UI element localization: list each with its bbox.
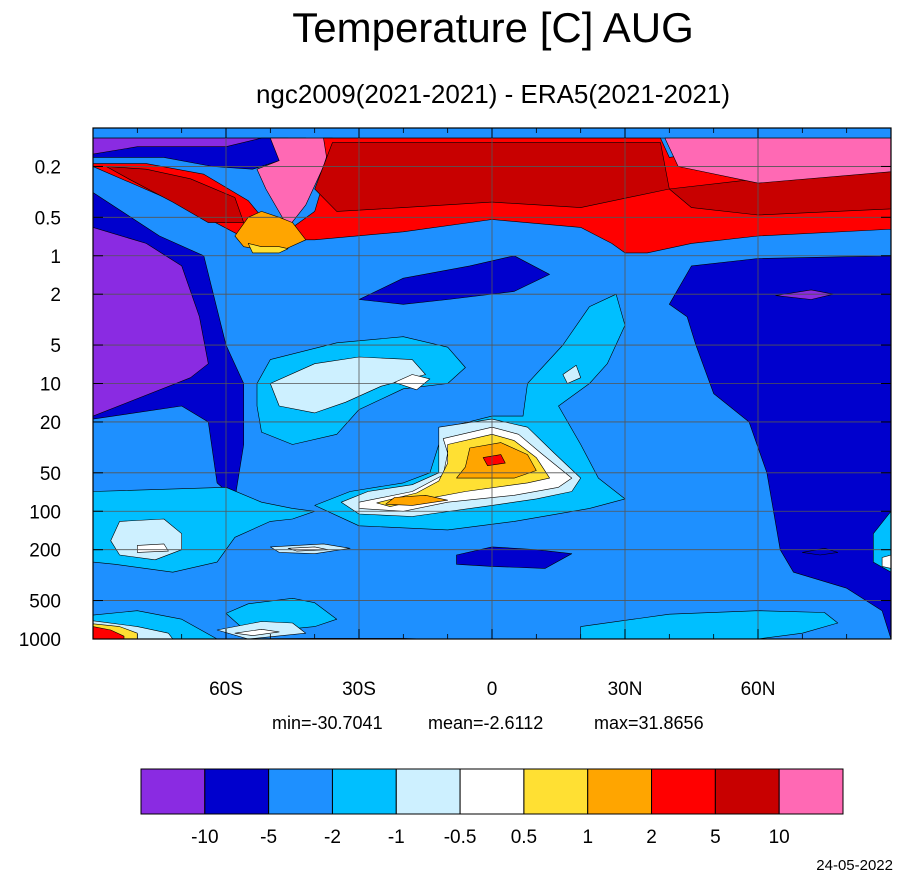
y-tick-label: 10 (40, 375, 61, 396)
x-tick-label: 60S (209, 679, 243, 700)
contour-region (664, 137, 891, 184)
colorbar-label: 2 (646, 827, 657, 848)
y-tick-label: 200 (29, 541, 61, 562)
contour-region (482, 454, 506, 467)
colorbar-box (523, 768, 589, 815)
y-tick-label: 20 (40, 413, 61, 434)
colorbar-label: -5 (260, 827, 277, 848)
colorbar-box (778, 768, 844, 815)
x-tick-label: 30S (342, 679, 376, 700)
contour-region (110, 518, 182, 561)
colorbar-box (651, 768, 716, 815)
colorbar-label: -2 (324, 827, 341, 848)
colorbar-box (587, 768, 653, 815)
y-tick-label: 100 (29, 502, 61, 523)
contour-region (456, 546, 573, 569)
colorbar-label: 0.5 (511, 827, 537, 848)
contour-region (106, 166, 244, 223)
y-tick-label: 5 (50, 336, 61, 357)
contour-region (562, 364, 582, 384)
stats-line: min=-30.7041 mean=-2.6112 max=31.8656 (272, 713, 704, 733)
colorbar-box (140, 768, 206, 815)
colorbar-label: -1 (388, 827, 405, 848)
y-tick-label: 50 (40, 464, 61, 485)
colorbar-label: -10 (191, 827, 218, 848)
stat-max: max=31.8656 (594, 713, 704, 733)
contour-region (234, 628, 280, 636)
chart-title: Temperature [C] AUG (292, 4, 693, 51)
y-tick-label: 0.2 (35, 157, 61, 178)
colorbar-box (268, 768, 333, 815)
x-tick-label: 0 (487, 679, 498, 700)
x-tick-label: 60N (741, 679, 776, 700)
contour-region (137, 543, 169, 553)
contour-region (93, 227, 209, 417)
colorbar-label: 1 (582, 827, 593, 848)
contour-region (358, 255, 550, 305)
colorbar-label: -0.5 (444, 827, 477, 848)
contour-region (93, 626, 125, 639)
contour-region (247, 243, 289, 254)
colorbar-box (459, 768, 525, 815)
contour-region (881, 554, 891, 569)
chart-subtitle: ngc2009(2021-2021) - ERA5(2021-2021) (256, 79, 730, 109)
y-tick-label: 500 (29, 592, 61, 613)
x-tick-label: 30N (608, 679, 643, 700)
y-tick-label: 1 (50, 247, 61, 268)
contour-region (580, 610, 839, 639)
contour-region (385, 494, 449, 506)
y-tick-label: 0.5 (35, 208, 61, 229)
colorbar-label: 5 (710, 827, 721, 848)
colorbar-box (395, 768, 461, 815)
colorbar-box (714, 768, 780, 815)
stat-mean: mean=-2.6112 (428, 713, 543, 733)
axis-ticks: 60S 30S 0 30N 60N 0.2 0.5 1 2 5 10 20 50 100 200 500 100… (19, 128, 891, 700)
stat-min: min=-30.7041 (272, 713, 383, 733)
contour-region (394, 374, 431, 391)
y-tick-label: 1000 (19, 630, 61, 651)
plot-area: 60S 30S 0 30N 60N 0.2 0.5 1 2 5 10 20 50 100 200 500 100… (19, 127, 892, 700)
date-stamp: 24-05-2022 (816, 857, 893, 874)
y-tick-label: 2 (50, 285, 61, 306)
colorbar-label: 10 (769, 827, 790, 848)
contour-region (668, 255, 891, 639)
grid (93, 128, 891, 640)
colorbar-box (331, 768, 397, 815)
colorbar: -10 -5 -2 -1 -0.5 0.5 1 2 5 10 (140, 768, 844, 848)
colorbar-box (204, 768, 270, 815)
